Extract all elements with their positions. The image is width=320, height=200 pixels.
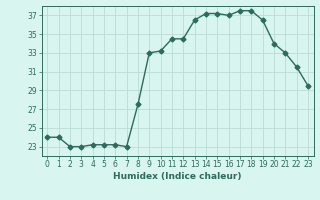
X-axis label: Humidex (Indice chaleur): Humidex (Indice chaleur) — [113, 172, 242, 181]
